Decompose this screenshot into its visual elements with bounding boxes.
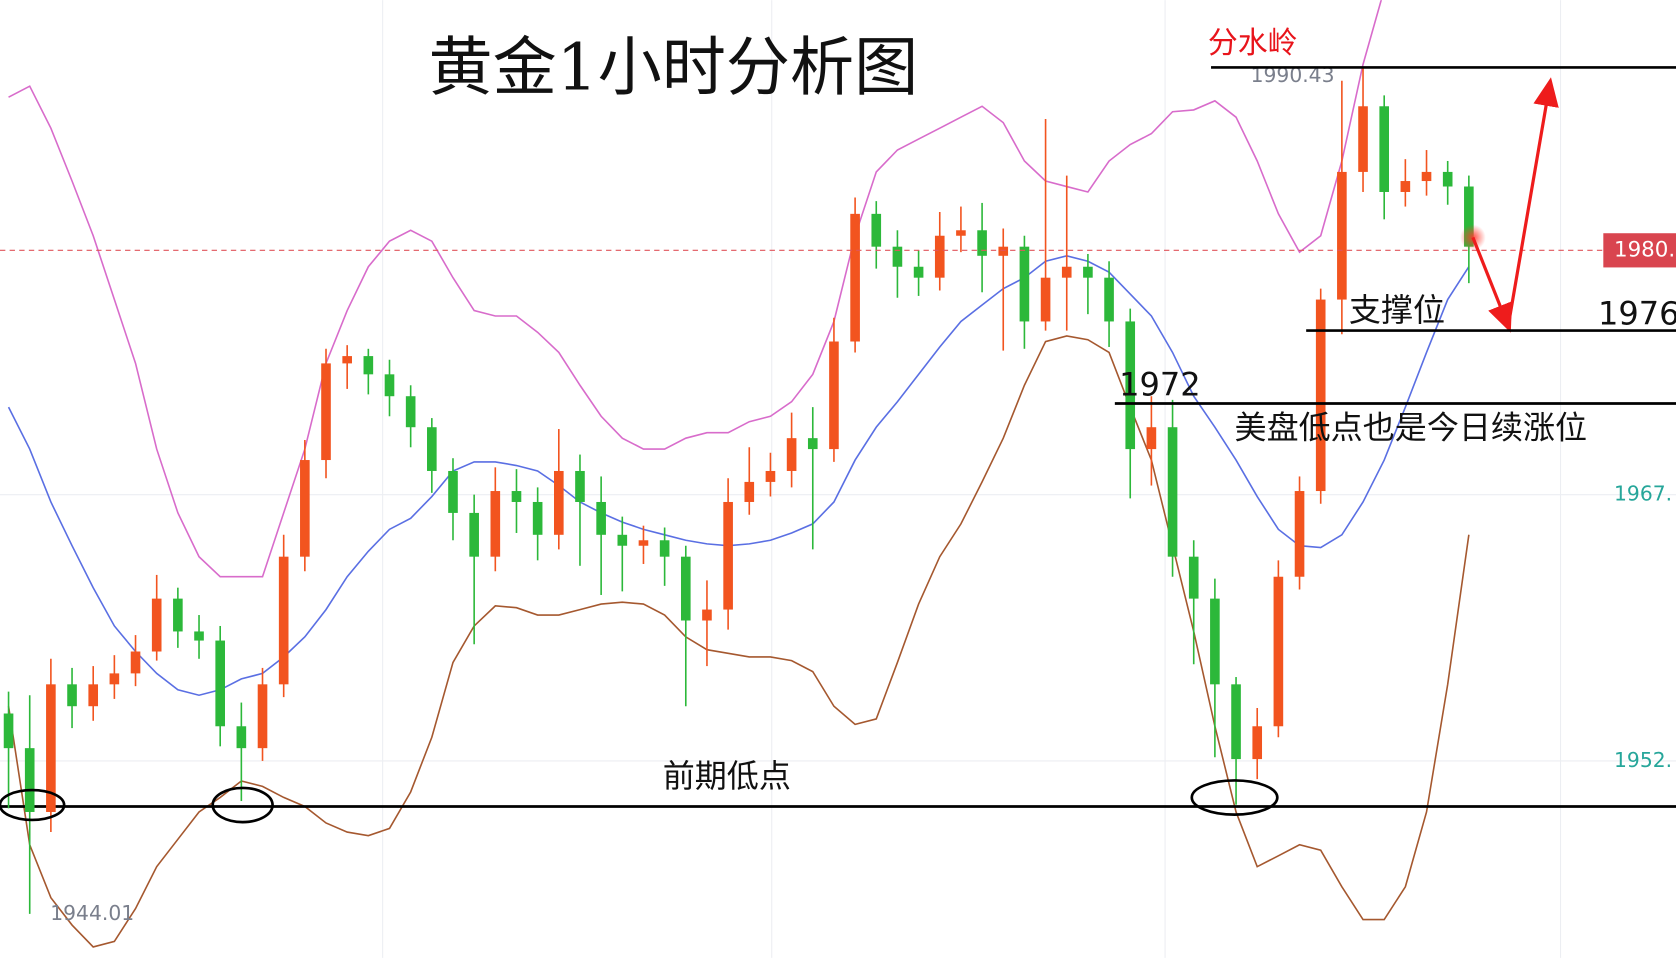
candle-body: [765, 470, 776, 482]
candle-body: [194, 631, 204, 641]
annotation: 前期低点: [663, 757, 791, 795]
low-label: 1944.01: [50, 901, 134, 925]
y-tick-label: 1967.: [1614, 482, 1672, 506]
last-price-tag: [1603, 233, 1676, 268]
candle-body: [67, 684, 77, 707]
candle-body: [448, 470, 458, 513]
candle-body: [638, 540, 649, 546]
annotation: 支撑位: [1349, 291, 1445, 329]
last-price-label: 1980.: [1614, 237, 1675, 262]
candle-body: [173, 598, 183, 632]
candle-body: [807, 438, 818, 450]
annotations: 黄金1小时分析图 分水岭 支撑位 美盘低点也是今日续涨位 前期低点 1990.4…: [0, 26, 1676, 925]
candle-body: [1146, 427, 1157, 450]
candle-body: [1273, 576, 1284, 727]
band-line: [7, 335, 1470, 948]
candle-body: [427, 427, 437, 471]
band-line: [7, 254, 1470, 697]
circle-marker: [211, 786, 274, 824]
candle-body: [850, 213, 860, 342]
candle-body: [1188, 556, 1199, 599]
annotation: 美盘低点也是今日续涨位: [1235, 408, 1588, 446]
candle-body: [659, 540, 670, 557]
candle-body: [300, 460, 310, 557]
candle-body: [1400, 181, 1411, 192]
candle-body: [723, 501, 733, 610]
candle-body: [1125, 321, 1136, 450]
candle-body: [934, 235, 945, 278]
y-tick-label: 1952.: [1614, 748, 1672, 772]
annotation: 分水岭: [1208, 26, 1298, 61]
candle-body: [151, 598, 162, 652]
arrow: [1506, 77, 1559, 327]
candle-body: [1464, 186, 1474, 247]
candle-body: [384, 374, 395, 397]
candle-body: [977, 230, 987, 256]
arrow: [1471, 236, 1513, 333]
candle-body: [342, 356, 352, 364]
candle-body: [130, 651, 141, 674]
candle-body: [1379, 106, 1390, 192]
candle-body: [278, 556, 289, 685]
candle-body: [532, 501, 543, 535]
candle-body: [511, 491, 522, 502]
candle-body: [236, 726, 247, 749]
candle-body: [553, 470, 564, 535]
support-label: 1972: [1119, 365, 1201, 403]
vertical-grid: [382, 0, 1562, 958]
candle-body: [1421, 171, 1432, 182]
candle-body: [1040, 277, 1051, 322]
candle-body: [892, 246, 903, 267]
candle-body: [257, 684, 268, 749]
candle-body: [1019, 246, 1030, 322]
candle-body: [1083, 266, 1093, 278]
candle-body: [46, 684, 56, 812]
candle-body: [109, 673, 120, 685]
candle-body: [1167, 427, 1178, 557]
candle-body: [363, 356, 374, 375]
candle-body: [24, 748, 35, 812]
candle-body: [575, 470, 585, 502]
candle-body: [829, 341, 839, 450]
candle-body: [1252, 726, 1263, 760]
candle-body: [215, 640, 225, 727]
circle-marker: [0, 788, 66, 822]
candle-body: [596, 501, 606, 535]
candle-body: [1294, 491, 1305, 577]
candle-body: [1315, 299, 1326, 492]
candle-body: [3, 713, 14, 749]
candle-body: [1231, 684, 1241, 760]
candle-body: [405, 396, 416, 428]
candle-body: [702, 609, 712, 621]
band-line: [8, 0, 1383, 578]
candle-body: [680, 556, 691, 621]
candle-body: [469, 512, 479, 557]
candle-body: [490, 491, 501, 557]
support-label: 1976: [1598, 295, 1676, 333]
candle-body: [1061, 266, 1072, 278]
candle-body: [321, 363, 331, 461]
candle-body: [1337, 171, 1347, 300]
candle-body: [786, 438, 797, 471]
candle-body: [1104, 277, 1114, 322]
candle-body: [88, 684, 99, 707]
candle-body: [956, 230, 966, 236]
candle-body: [998, 246, 1009, 256]
chart-title: 黄金1小时分析图: [429, 30, 919, 105]
candle-body: [744, 481, 755, 502]
circle-marker: [1190, 779, 1279, 816]
candle-body: [1210, 598, 1220, 685]
candle-body: [913, 266, 924, 278]
candle-body: [1442, 171, 1453, 187]
candle-body: [871, 213, 882, 247]
candle-body: [617, 534, 628, 546]
candle-body: [1358, 106, 1368, 172]
